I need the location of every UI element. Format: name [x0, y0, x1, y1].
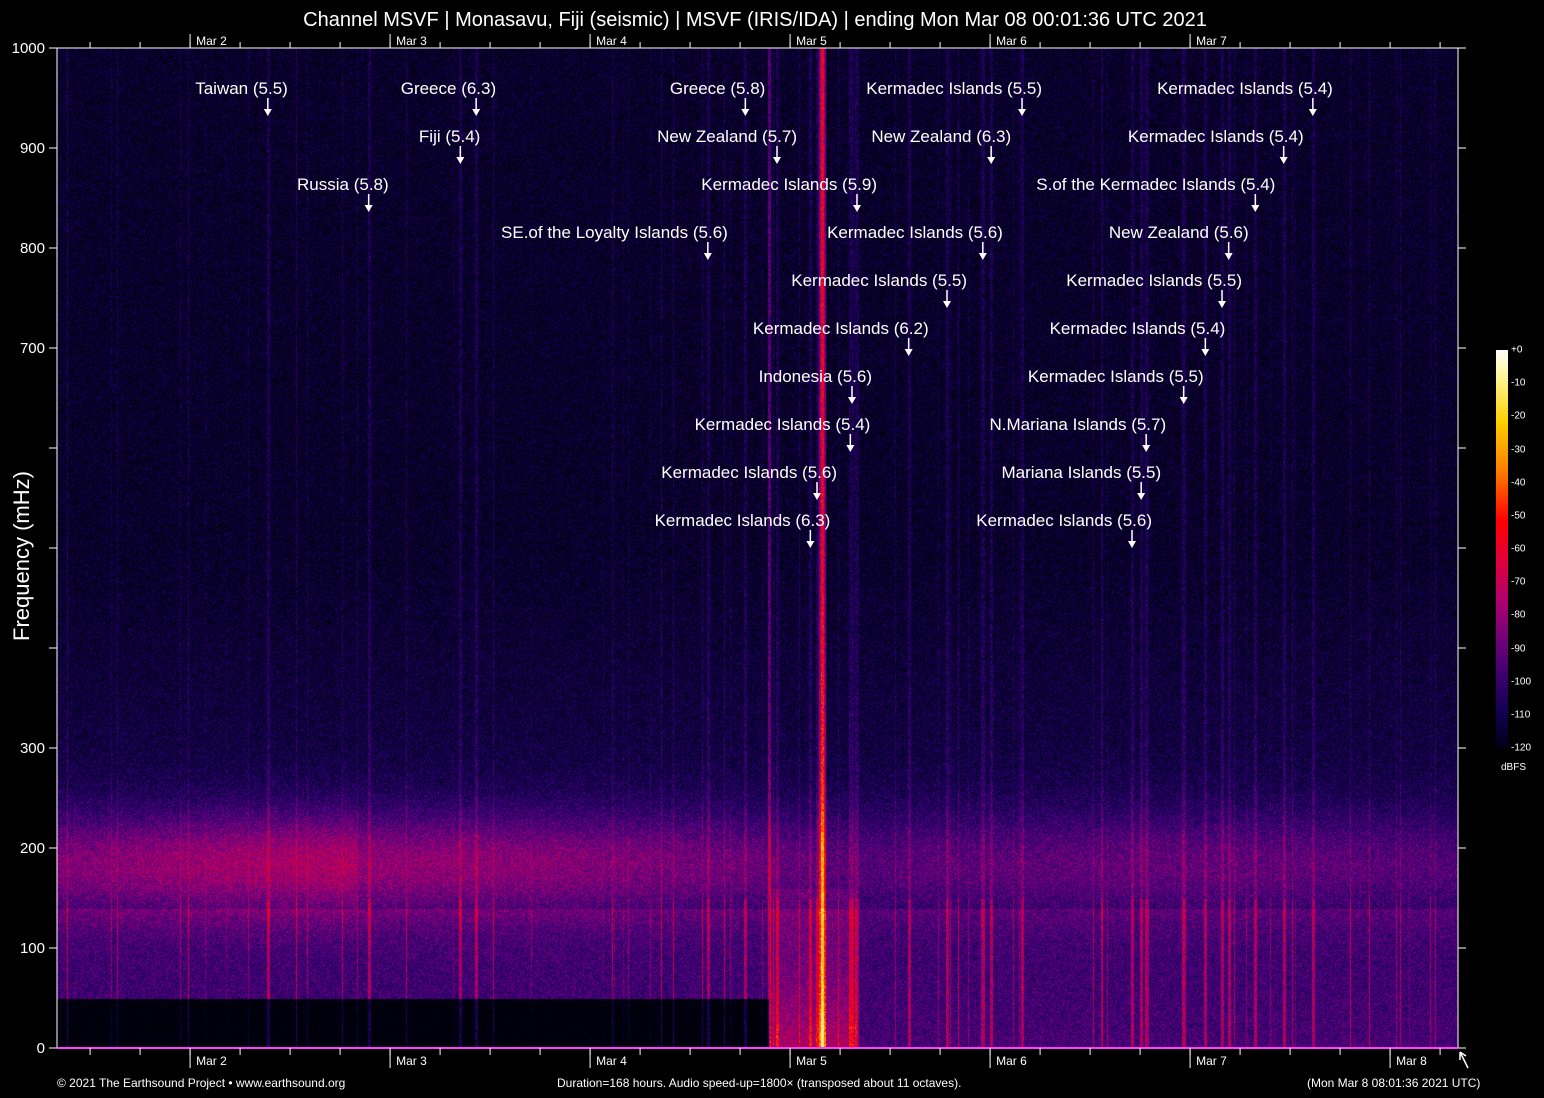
event-label: Greece (6.3) [401, 79, 496, 98]
x-day-label-top: Mar 5 [796, 34, 827, 48]
footer-duration: Duration=168 hours. Audio speed-up=1800×… [557, 1076, 961, 1090]
y-tick-label: 0 [37, 1040, 45, 1057]
event-label: Kermadec Islands (5.4) [1128, 127, 1304, 146]
x-day-label-top: Mar 7 [1196, 34, 1227, 48]
event-arrow-icon [741, 109, 749, 116]
y-tick-label: 300 [20, 740, 45, 757]
event-arrow-icon [1280, 157, 1288, 164]
event-arrow-icon [264, 109, 272, 116]
event-arrow-icon [806, 541, 814, 548]
event-arrow-icon [1309, 109, 1317, 116]
colorbar-tick-label: -60 [1511, 544, 1525, 555]
x-day-label-top: Mar 4 [596, 34, 627, 48]
colorbar-unit: dBFS [1501, 762, 1526, 773]
event-label: Kermadec Islands (5.5) [1066, 271, 1242, 290]
colorbar-tick-label: -10 [1511, 378, 1525, 389]
event-label: SE.of the Loyalty Islands (5.6) [501, 223, 728, 242]
event-label: Kermadec Islands (5.6) [661, 463, 837, 482]
event-arrow-icon [848, 397, 856, 404]
x-day-label: Mar 6 [996, 1054, 1027, 1068]
y-tick-label: 900 [20, 140, 45, 157]
event-label: Kermadec Islands (5.5) [1028, 367, 1204, 386]
event-label: Indonesia (5.6) [759, 367, 872, 386]
colorbar [1496, 350, 1508, 748]
event-label: Kermadec Islands (5.4) [695, 415, 871, 434]
event-arrow-icon [1225, 253, 1233, 260]
event-label: New Zealand (5.6) [1109, 223, 1249, 242]
y-tick-label: 800 [20, 240, 45, 257]
event-label: Greece (5.8) [670, 79, 765, 98]
colorbar-tick-label: -40 [1511, 477, 1525, 488]
event-arrow-icon [943, 301, 951, 308]
event-arrow-icon [1142, 445, 1150, 452]
x-day-label: Mar 4 [596, 1054, 627, 1068]
colorbar-tick-label: -120 [1511, 743, 1531, 754]
event-label: Kermadec Islands (5.5) [866, 79, 1042, 98]
y-axis-label: Frequency (mHz) [9, 471, 35, 641]
event-label: Kermadec Islands (6.3) [655, 511, 831, 530]
y-tick-label: 1000 [12, 40, 45, 57]
event-arrow-icon [1180, 397, 1188, 404]
colorbar-tick-label: -90 [1511, 643, 1525, 654]
y-tick-label: 100 [20, 940, 45, 957]
event-label: New Zealand (5.7) [657, 127, 797, 146]
event-label: S.of the Kermadec Islands (5.4) [1036, 175, 1275, 194]
event-arrow-icon [1018, 109, 1026, 116]
event-label: Kermadec Islands (5.4) [1157, 79, 1333, 98]
event-label: Fiji (5.4) [419, 127, 480, 146]
event-arrow-icon [456, 157, 464, 164]
event-label: Kermadec Islands (5.4) [1050, 319, 1226, 338]
event-label: Russia (5.8) [297, 175, 389, 194]
event-label: Kermadec Islands (5.6) [827, 223, 1003, 242]
event-label: Kermadec Islands (6.2) [753, 319, 929, 338]
x-day-label: Mar 7 [1196, 1054, 1227, 1068]
event-arrow-icon [1218, 301, 1226, 308]
x-day-label: Mar 8 [1396, 1054, 1427, 1068]
plot-frame [57, 48, 1458, 1048]
axes: 0 100 200 300 700 800 900 1000 Mar 2 Mar 2 Mar 3 Ma… [0, 0, 1544, 1098]
footer-copyright: © 2021 The Earthsound Project • www.eart… [57, 1076, 345, 1090]
event-arrow-icon [1137, 493, 1145, 500]
event-label: Taiwan (5.5) [195, 79, 288, 98]
colorbar-tick-label: -30 [1511, 444, 1525, 455]
colorbar-tick-label: -110 [1511, 709, 1530, 720]
event-arrow-icon [365, 205, 373, 212]
footer-end-time: (Mon Mar 8 08:01:36 2021 UTC) [1307, 1076, 1480, 1090]
event-arrow-icon [853, 205, 861, 212]
x-day-label-top: Mar 2 [196, 34, 227, 48]
end-cursor-icon [1460, 1052, 1468, 1068]
event-label: New Zealand (6.3) [871, 127, 1011, 146]
x-day-label-top: Mar 6 [996, 34, 1027, 48]
y-tick-label: 700 [20, 340, 45, 357]
event-label: Kermadec Islands (5.9) [701, 175, 877, 194]
event-arrow-icon [472, 109, 480, 116]
event-label: Kermadec Islands (5.6) [976, 511, 1152, 530]
event-arrow-icon [813, 493, 821, 500]
event-arrow-icon [905, 349, 913, 356]
event-arrow-icon [846, 445, 854, 452]
y-tick-label: 200 [20, 840, 45, 857]
event-arrow-icon [1251, 205, 1259, 212]
colorbar-tick-label: -100 [1511, 676, 1531, 687]
event-arrow-icon [1128, 541, 1136, 548]
event-label: Mariana Islands (5.5) [1001, 463, 1161, 482]
x-day-label: Mar 3 [396, 1054, 427, 1068]
colorbar-tick-label: -70 [1511, 577, 1525, 588]
colorbar-tick-label: -80 [1511, 610, 1525, 621]
x-day-label-top: Mar 3 [396, 34, 427, 48]
event-arrow-icon [979, 253, 987, 260]
event-arrow-icon [704, 253, 712, 260]
event-label: Kermadec Islands (5.5) [791, 271, 967, 290]
x-day-label: Mar 5 [796, 1054, 827, 1068]
event-arrow-icon [1201, 349, 1209, 356]
event-arrow-icon [987, 157, 995, 164]
colorbar-tick-label: -20 [1511, 411, 1525, 422]
colorbar-tick-label: -50 [1511, 510, 1525, 521]
colorbar-tick-label: +0 [1511, 345, 1522, 356]
event-label: N.Mariana Islands (5.7) [989, 415, 1166, 434]
event-arrow-icon [773, 157, 781, 164]
x-day-label: Mar 2 [196, 1054, 227, 1068]
